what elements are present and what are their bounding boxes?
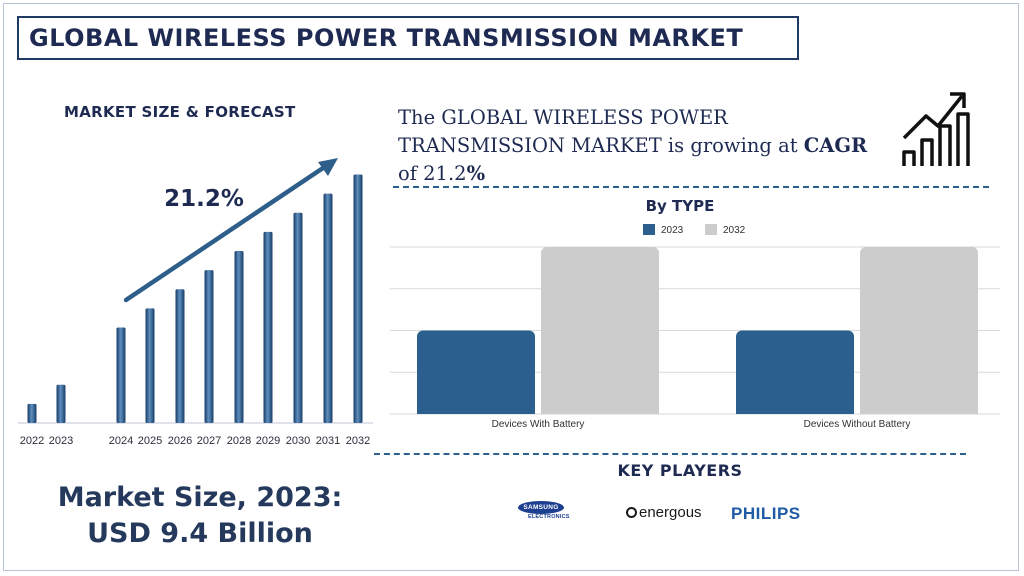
forecast-bar-2027 <box>204 270 214 423</box>
legend-label-2023: 2023 <box>661 225 684 236</box>
energous-logo-text: energous <box>639 504 702 521</box>
forecast-bar-2026 <box>175 289 185 423</box>
philips-logo: PHILIPS <box>731 504 801 523</box>
market-size-line2: USD 9.4 Billion <box>87 518 313 549</box>
forecast-bar-2022 <box>27 403 37 423</box>
legend-swatch-2023 <box>643 224 655 235</box>
type-bar-base-1-2023 <box>736 406 854 414</box>
forecast-tick-2028: 2028 <box>227 435 251 447</box>
divider-top <box>393 186 989 188</box>
forecast-tick-2027: 2027 <box>197 435 221 447</box>
type-bar-1-2032 <box>860 247 978 414</box>
cagr-statement: The GLOBAL WIRELESS POWER TRANSMISSION M… <box>398 104 878 188</box>
forecast-tick-2026: 2026 <box>168 435 192 447</box>
forecast-arrow-head-icon <box>318 158 338 176</box>
forecast-tick-2025: 2025 <box>138 435 162 447</box>
forecast-tick-2029: 2029 <box>256 435 280 447</box>
samsung-logo-wordmark: SAMSUNG <box>518 501 564 514</box>
samsung-logo-sub: ELECTRONICS <box>528 514 570 520</box>
forecast-tick-2024: 2024 <box>109 435 133 447</box>
forecast-bar-2024 <box>116 327 126 423</box>
type-bar-base-0-2032 <box>541 406 659 414</box>
market-size-callout: Market Size, 2023: USD 9.4 Billion <box>20 480 380 552</box>
cagr-word: CAGR <box>803 134 868 157</box>
type-bar-0-2023 <box>417 330 535 414</box>
forecast-bar-2031 <box>323 193 333 423</box>
key-players-heading: KEY PLAYERS <box>617 461 743 480</box>
samsung-logo: SAMSUNG ELECTRONICS <box>516 500 596 524</box>
type-chart-title: By TYPE <box>645 197 715 215</box>
type-bar-1-2023 <box>736 330 854 414</box>
energous-logo: energous <box>626 504 702 521</box>
forecast-arrow-shaft <box>123 163 329 303</box>
type-tick-0: Devices With Battery <box>492 419 585 430</box>
forecast-bar-2032 <box>353 174 363 423</box>
forecast-bar-2023 <box>56 384 66 423</box>
forecast-tick-2023: 2023 <box>49 435 73 447</box>
forecast-tick-2032: 2032 <box>346 435 370 447</box>
forecast-heading: MARKET SIZE & FORECAST <box>64 103 296 121</box>
divider-bottom <box>374 453 966 455</box>
legend-swatch-2032 <box>705 224 717 235</box>
bar-chart-arrow-icon <box>902 92 970 166</box>
market-size-line1: Market Size, 2023: <box>57 482 343 513</box>
forecast-tick-2022: 2022 <box>20 435 44 447</box>
title-banner: GLOBAL WIRELESS POWER TRANSMISSION MARKE… <box>17 16 799 60</box>
forecast-cagr-label: 21.2% <box>164 186 244 212</box>
page-frame <box>3 3 1019 571</box>
forecast-bar-2025 <box>145 308 155 423</box>
forecast-tick-2030: 2030 <box>286 435 310 447</box>
forecast-bar-2029 <box>263 231 273 423</box>
energous-mark-icon <box>626 507 637 518</box>
type-bar-base-0-2023 <box>417 406 535 414</box>
cagr-statement-prefix: The GLOBAL WIRELESS POWER TRANSMISSION M… <box>398 106 804 157</box>
cagr-statement-mid: of 21.2 <box>398 162 467 185</box>
type-bar-base-1-2032 <box>860 406 978 414</box>
forecast-bar-2028 <box>234 251 244 423</box>
type-tick-1: Devices Without Battery <box>804 419 911 430</box>
cagr-percent: % <box>466 162 486 185</box>
type-bar-0-2032 <box>541 247 659 414</box>
forecast-bar-2030 <box>293 212 303 423</box>
forecast-tick-2031: 2031 <box>316 435 340 447</box>
legend-label-2032: 2032 <box>723 225 746 236</box>
page-title: GLOBAL WIRELESS POWER TRANSMISSION MARKE… <box>29 24 744 52</box>
